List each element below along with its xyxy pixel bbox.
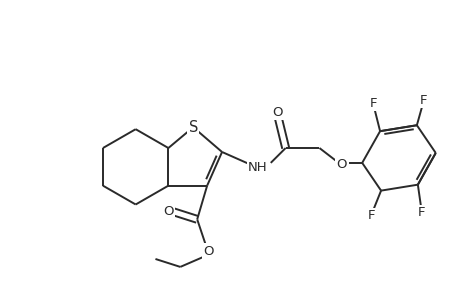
Text: F: F (369, 97, 376, 110)
Text: O: O (163, 205, 173, 218)
Text: O: O (272, 106, 282, 119)
Text: F: F (419, 94, 427, 107)
Text: O: O (202, 244, 213, 258)
Text: F: F (417, 206, 425, 219)
Text: NH: NH (247, 161, 267, 174)
Text: S: S (188, 120, 197, 135)
Text: F: F (367, 209, 374, 222)
Text: O: O (336, 158, 346, 171)
